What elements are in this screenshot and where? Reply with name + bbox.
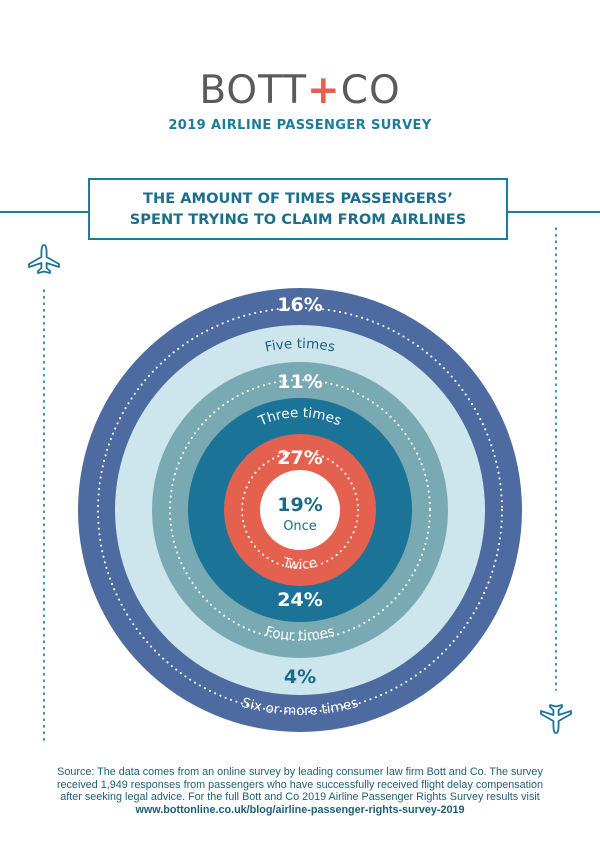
label-five-times-value: 16% [277,294,322,316]
ring-once [260,470,340,550]
dotted-separator [241,451,359,569]
source-note: Source: The data comes from an online su… [56,766,544,816]
survey-subtitle: 2019 AIRLINE PASSENGER SURVEY [168,118,432,133]
airplane-icon [28,244,60,274]
label-twice-value: 27% [277,447,322,469]
title-rule-left [0,211,90,213]
label-five-times: Five times [264,336,337,356]
label-four-times-value: 24% [277,589,322,611]
label-once-value: 19% [277,494,322,516]
title-rule-right [506,211,600,213]
chart-title-box: THE AMOUNT OF TIMES PASSENGERS’ SPENT TRY… [88,178,508,240]
chart-title: THE AMOUNT OF TIMES PASSENGERS’ SPENT TRY… [129,190,467,228]
label-three-times-value: 11% [277,371,322,393]
brand-logo: BOTT+CO [199,68,401,113]
label-four-times: Four times [264,624,337,644]
source-link[interactable]: www.bottonline.co.uk/blog/airline-passen… [135,803,465,816]
dotted-separator [169,379,431,641]
label-six-or-more-value: 4% [284,666,316,688]
label-twice: Twice [280,554,319,573]
dotted-separator [97,307,503,713]
airplane-icon [540,704,572,734]
label-once: Once [283,519,317,534]
